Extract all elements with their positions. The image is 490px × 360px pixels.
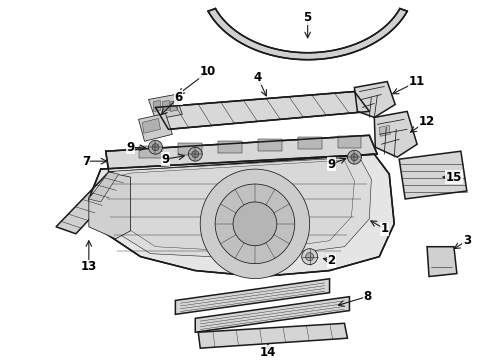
Polygon shape bbox=[399, 151, 467, 199]
Circle shape bbox=[192, 151, 199, 158]
Circle shape bbox=[188, 147, 202, 161]
Polygon shape bbox=[178, 143, 202, 155]
Polygon shape bbox=[101, 157, 371, 258]
Text: 15: 15 bbox=[446, 171, 462, 184]
Polygon shape bbox=[89, 172, 119, 202]
Polygon shape bbox=[106, 135, 377, 172]
Text: 9: 9 bbox=[327, 158, 336, 171]
Circle shape bbox=[215, 184, 295, 264]
Text: 1: 1 bbox=[380, 222, 389, 235]
Polygon shape bbox=[56, 172, 128, 234]
Polygon shape bbox=[427, 247, 457, 276]
Text: 12: 12 bbox=[419, 115, 435, 128]
Polygon shape bbox=[155, 91, 369, 129]
Polygon shape bbox=[374, 111, 417, 157]
Text: 5: 5 bbox=[303, 12, 312, 24]
Polygon shape bbox=[171, 100, 177, 111]
Polygon shape bbox=[113, 160, 354, 252]
Polygon shape bbox=[208, 9, 407, 60]
Polygon shape bbox=[298, 137, 321, 149]
Circle shape bbox=[302, 249, 318, 265]
Polygon shape bbox=[139, 113, 172, 141]
Text: 6: 6 bbox=[174, 91, 182, 104]
Polygon shape bbox=[162, 100, 170, 111]
Circle shape bbox=[351, 154, 358, 161]
Polygon shape bbox=[139, 146, 162, 158]
Text: 3: 3 bbox=[463, 234, 471, 247]
Text: 10: 10 bbox=[200, 65, 216, 78]
Polygon shape bbox=[175, 279, 330, 314]
Polygon shape bbox=[198, 323, 347, 348]
Text: 14: 14 bbox=[260, 346, 276, 359]
Polygon shape bbox=[148, 95, 182, 120]
Polygon shape bbox=[379, 125, 390, 136]
Polygon shape bbox=[195, 297, 349, 332]
Polygon shape bbox=[143, 118, 160, 133]
Polygon shape bbox=[258, 139, 282, 151]
Text: 9: 9 bbox=[126, 141, 135, 154]
Polygon shape bbox=[153, 100, 160, 111]
Polygon shape bbox=[354, 82, 395, 117]
Text: 13: 13 bbox=[81, 260, 97, 273]
Circle shape bbox=[306, 253, 314, 261]
Text: 8: 8 bbox=[363, 290, 371, 303]
Circle shape bbox=[200, 169, 310, 279]
Polygon shape bbox=[89, 154, 394, 276]
Polygon shape bbox=[218, 141, 242, 153]
Text: 2: 2 bbox=[327, 254, 336, 267]
Text: 4: 4 bbox=[254, 71, 262, 84]
Circle shape bbox=[152, 144, 159, 151]
Polygon shape bbox=[338, 136, 362, 148]
Circle shape bbox=[347, 150, 362, 164]
Text: 7: 7 bbox=[82, 155, 90, 168]
Text: 11: 11 bbox=[409, 75, 425, 88]
Text: 9: 9 bbox=[161, 153, 170, 166]
Polygon shape bbox=[431, 254, 450, 265]
Circle shape bbox=[148, 140, 162, 154]
Polygon shape bbox=[89, 174, 131, 239]
Circle shape bbox=[233, 202, 277, 246]
